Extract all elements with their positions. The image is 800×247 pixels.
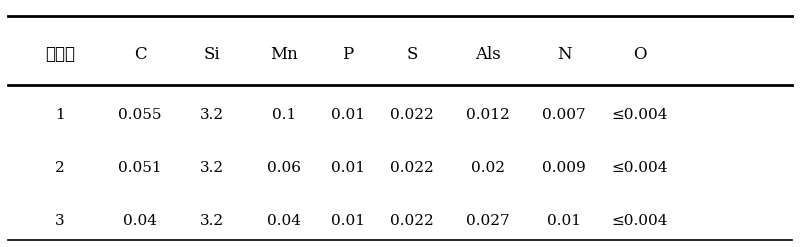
Text: Mn: Mn [270, 46, 298, 63]
Text: 1: 1 [55, 108, 65, 122]
Text: 0.02: 0.02 [471, 161, 505, 175]
Text: 0.009: 0.009 [542, 161, 586, 175]
Text: 实施例: 实施例 [45, 45, 75, 63]
Text: 0.01: 0.01 [331, 108, 365, 122]
Text: N: N [557, 46, 571, 63]
Text: Als: Als [475, 46, 501, 63]
Text: 0.01: 0.01 [331, 161, 365, 175]
Text: C: C [134, 46, 146, 63]
Text: 0.01: 0.01 [331, 214, 365, 228]
Text: 0.027: 0.027 [466, 214, 510, 228]
Text: 0.06: 0.06 [267, 161, 301, 175]
Text: 0.012: 0.012 [466, 108, 510, 122]
Text: S: S [406, 46, 418, 63]
Text: 0.022: 0.022 [390, 161, 434, 175]
Text: 0.01: 0.01 [547, 214, 581, 228]
Text: P: P [342, 46, 354, 63]
Text: 3.2: 3.2 [200, 161, 224, 175]
Text: 3.2: 3.2 [200, 214, 224, 228]
Text: 0.1: 0.1 [272, 108, 296, 122]
Text: O: O [634, 46, 646, 63]
Text: 0.04: 0.04 [267, 214, 301, 228]
Text: 0.055: 0.055 [118, 108, 162, 122]
Text: ≤0.004: ≤0.004 [612, 161, 668, 175]
Text: 0.022: 0.022 [390, 108, 434, 122]
Text: 0.051: 0.051 [118, 161, 162, 175]
Text: 2: 2 [55, 161, 65, 175]
Text: 0.04: 0.04 [123, 214, 157, 228]
Text: 3.2: 3.2 [200, 108, 224, 122]
Text: ≤0.004: ≤0.004 [612, 214, 668, 228]
Text: ≤0.004: ≤0.004 [612, 108, 668, 122]
Text: 0.007: 0.007 [542, 108, 586, 122]
Text: Si: Si [204, 46, 220, 63]
Text: 3: 3 [55, 214, 65, 228]
Text: 0.022: 0.022 [390, 214, 434, 228]
